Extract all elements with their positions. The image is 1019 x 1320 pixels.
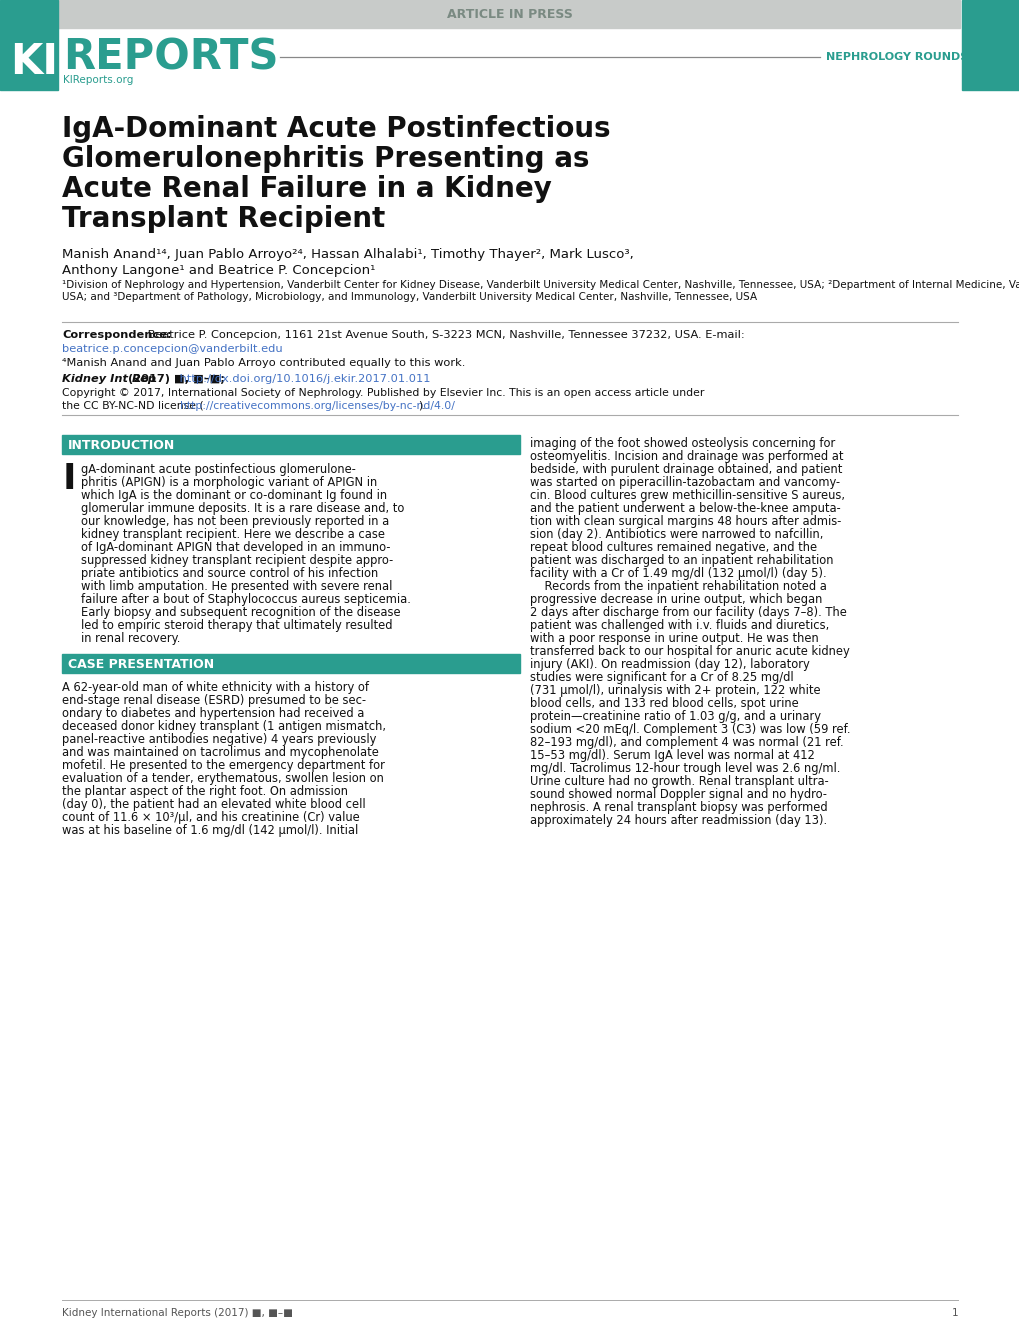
Text: injury (AKI). On readmission (day 12), laboratory: injury (AKI). On readmission (day 12), l… [530,657,809,671]
Text: in renal recovery.: in renal recovery. [81,632,180,645]
Text: facility with a Cr of 1.49 mg/dl (132 μmol/l) (day 5).: facility with a Cr of 1.49 mg/dl (132 μm… [530,568,825,579]
Text: 2 days after discharge from our facility (days 7–8). The: 2 days after discharge from our facility… [530,606,846,619]
Text: sodium <20 mEq/l. Complement 3 (C3) was low (59 ref.: sodium <20 mEq/l. Complement 3 (C3) was … [530,723,850,737]
Text: blood cells, and 133 red blood cells, spot urine: blood cells, and 133 red blood cells, sp… [530,697,798,710]
Text: patient was challenged with i.v. fluids and diuretics,: patient was challenged with i.v. fluids … [530,619,828,632]
Text: 82–193 mg/dl), and complement 4 was normal (21 ref.: 82–193 mg/dl), and complement 4 was norm… [530,737,843,748]
Text: was at his baseline of 1.6 mg/dl (142 μmol/l). Initial: was at his baseline of 1.6 mg/dl (142 μm… [62,824,358,837]
Text: was started on piperacillin-tazobactam and vancomy-: was started on piperacillin-tazobactam a… [530,477,840,488]
Text: priate antibiotics and source control of his infection: priate antibiotics and source control of… [81,568,378,579]
Text: beatrice.p.concepcion@vanderbilt.edu: beatrice.p.concepcion@vanderbilt.edu [62,345,282,354]
Text: 1: 1 [951,1308,957,1317]
Text: Copyright © 2017, International Society of Nephrology. Published by Elsevier Inc: Copyright © 2017, International Society … [62,388,704,399]
Text: evaluation of a tender, erythematous, swollen lesion on: evaluation of a tender, erythematous, sw… [62,772,383,785]
Text: ⁴Manish Anand and Juan Pablo Arroyo contributed equally to this work.: ⁴Manish Anand and Juan Pablo Arroyo cont… [62,358,465,368]
Text: http://dx.doi.org/10.1016/j.ekir.2017.01.011: http://dx.doi.org/10.1016/j.ekir.2017.01… [176,374,430,384]
Text: with limb amputation. He presented with severe renal: with limb amputation. He presented with … [81,579,392,593]
Text: repeat blood cultures remained negative, and the: repeat blood cultures remained negative,… [530,541,816,554]
Text: and was maintained on tacrolimus and mycophenolate: and was maintained on tacrolimus and myc… [62,746,378,759]
Text: sion (day 2). Antibiotics were narrowed to nafcillin,: sion (day 2). Antibiotics were narrowed … [530,528,822,541]
Text: http://creativecommons.org/licenses/by-nc-nd/4.0/: http://creativecommons.org/licenses/by-n… [179,401,454,411]
Text: Anthony Langone¹ and Beatrice P. Concepcion¹: Anthony Langone¹ and Beatrice P. Concepc… [62,264,375,277]
Text: (2017) ■, ■–■;: (2017) ■, ■–■; [124,374,225,384]
Text: A 62-year-old man of white ethnicity with a history of: A 62-year-old man of white ethnicity wit… [62,681,369,694]
Text: imaging of the foot showed osteolysis concerning for: imaging of the foot showed osteolysis co… [530,437,835,450]
Text: Early biopsy and subsequent recognition of the disease: Early biopsy and subsequent recognition … [81,606,400,619]
Text: Correspondence:: Correspondence: [62,330,171,341]
Text: transferred back to our hospital for anuric acute kidney: transferred back to our hospital for anu… [530,645,849,657]
Text: failure after a bout of Staphylococcus aureus septicemia.: failure after a bout of Staphylococcus a… [81,593,411,606]
Text: (day 0), the patient had an elevated white blood cell: (day 0), the patient had an elevated whi… [62,799,365,810]
Bar [62,436,520,454]
Text: KIReports.org: KIReports.org [63,75,133,84]
Text: studies were significant for a Cr of 8.25 mg/dl: studies were significant for a Cr of 8.2… [530,671,793,684]
Text: with a poor response in urine output. He was then: with a poor response in urine output. He… [530,632,818,645]
Text: CASE PRESENTATION: CASE PRESENTATION [68,657,214,671]
Text: cin. Blood cultures grew methicillin-sensitive S aureus,: cin. Blood cultures grew methicillin-sen… [530,488,844,502]
Text: USA; and ³Department of Pathology, Microbiology, and Immunology, Vanderbilt Univ: USA; and ³Department of Pathology, Micro… [62,292,756,302]
Text: nephrosis. A renal transplant biopsy was performed: nephrosis. A renal transplant biopsy was… [530,801,826,814]
Bar [0,0,58,90]
Text: suppressed kidney transplant recipient despite appro-: suppressed kidney transplant recipient d… [81,554,393,568]
Text: INTRODUCTION: INTRODUCTION [68,440,175,451]
Text: bedside, with purulent drainage obtained, and patient: bedside, with purulent drainage obtained… [530,463,842,477]
Text: Kidney International Reports (2017) ■, ■–■: Kidney International Reports (2017) ■, ■… [62,1308,292,1317]
Text: led to empiric steroid therapy that ultimately resulted: led to empiric steroid therapy that ulti… [81,619,392,632]
Text: sound showed normal Doppler signal and no hydro-: sound showed normal Doppler signal and n… [530,788,826,801]
Text: count of 11.6 × 10³/μl, and his creatinine (Cr) value: count of 11.6 × 10³/μl, and his creatini… [62,810,360,824]
Text: Acute Renal Failure in a Kidney: Acute Renal Failure in a Kidney [62,176,551,203]
Text: Records from the inpatient rehabilitation noted a: Records from the inpatient rehabilitatio… [530,579,826,593]
Text: Kidney Int Rep: Kidney Int Rep [62,374,156,384]
Text: Urine culture had no growth. Renal transplant ultra-: Urine culture had no growth. Renal trans… [530,775,828,788]
Text: I: I [63,462,76,496]
Text: our knowledge, has not been previously reported in a: our knowledge, has not been previously r… [81,515,389,528]
Text: and the patient underwent a below-the-knee amputa-: and the patient underwent a below-the-kn… [530,502,840,515]
Text: the CC BY-NC-ND license (: the CC BY-NC-ND license ( [62,401,204,411]
Text: end-stage renal disease (ESRD) presumed to be sec-: end-stage renal disease (ESRD) presumed … [62,694,366,708]
Text: progressive decrease in urine output, which began: progressive decrease in urine output, wh… [530,593,821,606]
Text: deceased donor kidney transplant (1 antigen mismatch,: deceased donor kidney transplant (1 anti… [62,719,385,733]
Bar [58,0,959,28]
Text: protein—creatinine ratio of 1.03 g/g, and a urinary: protein—creatinine ratio of 1.03 g/g, an… [530,710,820,723]
Text: glomerular immune deposits. It is a rare disease and, to: glomerular immune deposits. It is a rare… [81,502,404,515]
Bar [62,653,520,673]
Text: Glomerulonephritis Presenting as: Glomerulonephritis Presenting as [62,145,589,173]
Text: mg/dl. Tacrolimus 12-hour trough level was 2.6 ng/ml.: mg/dl. Tacrolimus 12-hour trough level w… [530,762,840,775]
Text: gA-dominant acute postinfectious glomerulone-: gA-dominant acute postinfectious glomeru… [81,463,356,477]
Text: ).: ). [418,401,425,411]
Bar [961,0,1019,90]
Text: approximately 24 hours after readmission (day 13).: approximately 24 hours after readmission… [530,814,826,828]
Text: ARTICLE IN PRESS: ARTICLE IN PRESS [446,8,573,21]
Text: the plantar aspect of the right foot. On admission: the plantar aspect of the right foot. On… [62,785,347,799]
Text: panel-reactive antibodies negative) 4 years previously: panel-reactive antibodies negative) 4 ye… [62,733,376,746]
Text: IgA-Dominant Acute Postinfectious: IgA-Dominant Acute Postinfectious [62,115,610,143]
Text: Transplant Recipient: Transplant Recipient [62,205,385,234]
Text: of IgA-dominant APIGN that developed in an immuno-: of IgA-dominant APIGN that developed in … [81,541,390,554]
Text: REPORTS: REPORTS [63,37,278,79]
Text: NEPHROLOGY ROUNDS: NEPHROLOGY ROUNDS [825,51,967,62]
Text: Beatrice P. Concepcion, 1161 21st Avenue South, S-3223 MCN, Nashville, Tennessee: Beatrice P. Concepcion, 1161 21st Avenue… [144,330,744,341]
Text: mofetil. He presented to the emergency department for: mofetil. He presented to the emergency d… [62,759,384,772]
Text: Manish Anand¹⁴, Juan Pablo Arroyo²⁴, Hassan Alhalabi¹, Timothy Thayer², Mark Lus: Manish Anand¹⁴, Juan Pablo Arroyo²⁴, Has… [62,248,633,261]
Text: tion with clean surgical margins 48 hours after admis-: tion with clean surgical margins 48 hour… [530,515,841,528]
Text: kidney transplant recipient. Here we describe a case: kidney transplant recipient. Here we des… [81,528,384,541]
Text: which IgA is the dominant or co-dominant Ig found in: which IgA is the dominant or co-dominant… [81,488,387,502]
Text: ondary to diabetes and hypertension had received a: ondary to diabetes and hypertension had … [62,708,364,719]
Text: phritis (APIGN) is a morphologic variant of APIGN in: phritis (APIGN) is a morphologic variant… [81,477,377,488]
Text: (731 μmol/l), urinalysis with 2+ protein, 122 white: (731 μmol/l), urinalysis with 2+ protein… [530,684,820,697]
Text: ¹Division of Nephrology and Hypertension, Vanderbilt Center for Kidney Disease, : ¹Division of Nephrology and Hypertension… [62,280,1019,290]
Text: KI: KI [10,41,58,83]
Text: osteomyelitis. Incision and drainage was performed at: osteomyelitis. Incision and drainage was… [530,450,843,463]
Text: 15–53 mg/dl). Serum IgA level was normal at 412: 15–53 mg/dl). Serum IgA level was normal… [530,748,814,762]
Text: patient was discharged to an inpatient rehabilitation: patient was discharged to an inpatient r… [530,554,833,568]
